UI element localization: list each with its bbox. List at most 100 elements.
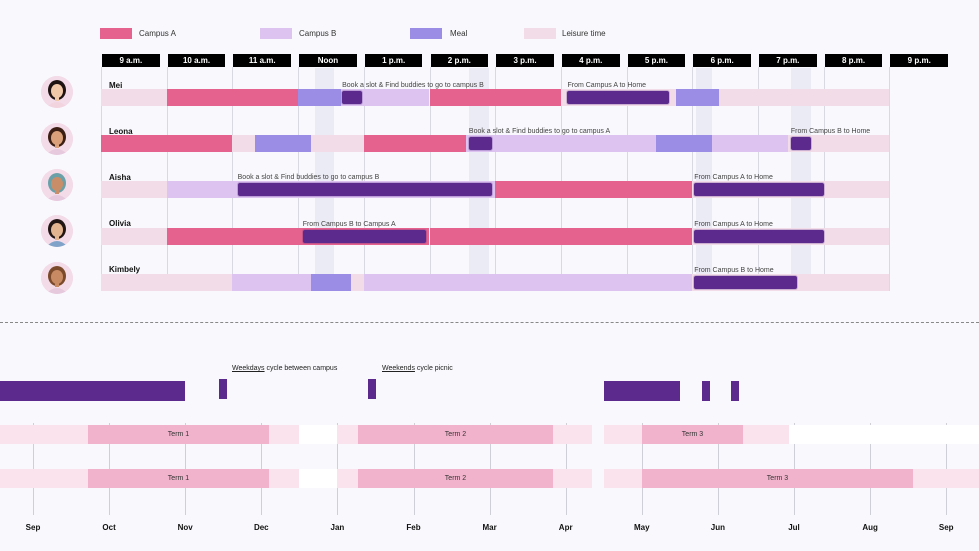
activity-segment-campus-a — [429, 89, 561, 106]
hour-label: 1 p.m. — [364, 54, 423, 67]
month-label: Aug — [862, 523, 878, 532]
legend-label-campus-b: Campus B — [299, 29, 337, 38]
person-name: Kimbely — [109, 265, 141, 274]
term-band-segment — [789, 425, 979, 444]
avatar — [41, 169, 73, 201]
month-label: Dec — [253, 523, 269, 532]
term-1-row-1: Term 1 — [167, 431, 190, 438]
term-band-segment — [299, 425, 337, 444]
weekends-note-text: cycle picnic — [414, 365, 453, 372]
activity-segment-meal — [298, 89, 341, 106]
travel-label: From Campus A to Home — [694, 221, 773, 228]
hour-gridline — [232, 67, 234, 291]
legend-label-campus-a: Campus A — [139, 29, 176, 38]
term-band-segment — [0, 469, 88, 488]
activity-segment-leisure — [101, 228, 167, 245]
month-label: Jun — [710, 523, 726, 532]
hour-label: Noon — [299, 54, 357, 67]
weekdays-note-text: cycle between campus — [264, 365, 338, 372]
travel-label: From Campus A to Home — [567, 82, 647, 89]
person-name: Aisha — [109, 173, 131, 182]
month-label: Jul — [788, 523, 800, 532]
term-3-row-2: Term 3 — [766, 475, 789, 482]
activity-segment-leisure — [232, 135, 256, 152]
hour-gridline — [758, 67, 759, 291]
hour-label: 4 p.m. — [561, 54, 620, 67]
travel-label: Book a slot & Find buddies to go to camp… — [468, 128, 611, 135]
month-label: Sep — [938, 523, 954, 532]
hour-gridline — [823, 67, 825, 291]
activity-segment-leisure — [101, 89, 167, 106]
month-label: Feb — [406, 523, 421, 532]
activity-segment-campus-b — [465, 135, 657, 152]
cycle-period-bar — [219, 379, 227, 399]
term-band-segment — [337, 469, 358, 488]
cycle-period-bar — [702, 381, 710, 401]
activity-segment-leisure — [311, 135, 364, 152]
avatar — [41, 76, 73, 108]
activity-segment-campus-b — [363, 274, 693, 291]
hour-gridline — [429, 67, 431, 291]
activity-segment-campus-a — [363, 135, 466, 152]
hour-label: 10 a.m. — [167, 54, 226, 67]
term-band-segment — [88, 425, 269, 444]
activity-segment-meal — [656, 135, 712, 152]
avatar — [41, 123, 73, 155]
avatar — [41, 262, 73, 294]
travel-segment — [694, 230, 824, 243]
person-avatar-icon — [41, 169, 73, 201]
term-band-segment — [743, 425, 789, 444]
term-band-segment — [358, 425, 553, 444]
activity-segment-leisure — [787, 135, 890, 152]
activity-segment-leisure — [718, 89, 890, 106]
activity-segment-campus-b — [166, 181, 236, 198]
hour-gridline — [363, 67, 365, 291]
activity-segment-campus-b — [340, 89, 430, 106]
travel-label: From Campus B to Home — [790, 128, 871, 135]
travel-segment — [694, 183, 824, 196]
cycle-period-bar — [0, 381, 185, 401]
travel-segment — [237, 183, 492, 196]
term-band-segment — [604, 469, 642, 488]
activity-segment-leisure — [350, 274, 364, 291]
travel-label: Book a slot & Find buddies to go to camp… — [237, 174, 380, 181]
hour-label: 5 p.m. — [627, 54, 686, 67]
travel-label: From Campus B to Home — [694, 267, 774, 274]
hour-label: 3 p.m. — [496, 54, 554, 67]
term-band-segment — [269, 425, 299, 444]
hour-label: 8 p.m. — [824, 54, 883, 67]
hour-label: 2 p.m. — [430, 54, 489, 67]
travel-segment — [567, 91, 670, 104]
term-band-segment — [604, 425, 642, 444]
term-band-segment — [0, 425, 88, 444]
cycle-period-bar — [604, 381, 680, 401]
travel-label: Book a slot & Find buddies to go to camp… — [342, 82, 484, 89]
activity-segment-meal — [255, 135, 312, 152]
cycle-period-bar — [731, 381, 739, 401]
month-label: Oct — [102, 523, 116, 532]
hour-gridline — [166, 67, 168, 291]
hour-gridline — [101, 67, 102, 291]
legend-swatch-meal — [410, 28, 442, 39]
hour-gridline — [692, 67, 694, 291]
month-label: Jan — [330, 523, 345, 532]
hour-gridline — [495, 67, 497, 291]
activity-segment-campus-b — [712, 135, 788, 152]
term-band-segment — [553, 469, 592, 488]
travel-segment — [790, 137, 811, 150]
month-label: Sep — [25, 523, 41, 532]
activity-segment-campus-a — [101, 135, 233, 152]
activity-segment-leisure — [101, 181, 167, 198]
term-3-row-1: Term 3 — [681, 431, 704, 438]
travel-segment — [342, 91, 362, 104]
activity-segment-campus-a — [429, 228, 693, 245]
term-band-segment — [642, 469, 913, 488]
person-name: Olivia — [109, 219, 131, 228]
hour-label: 11 a.m. — [233, 54, 292, 67]
hour-gridline — [626, 67, 628, 291]
term-1-row-2: Term 1 — [167, 475, 190, 482]
month-label: Mar — [482, 523, 497, 532]
legend-swatch-leisure — [524, 28, 556, 39]
hour-label: 7 p.m. — [759, 54, 817, 67]
